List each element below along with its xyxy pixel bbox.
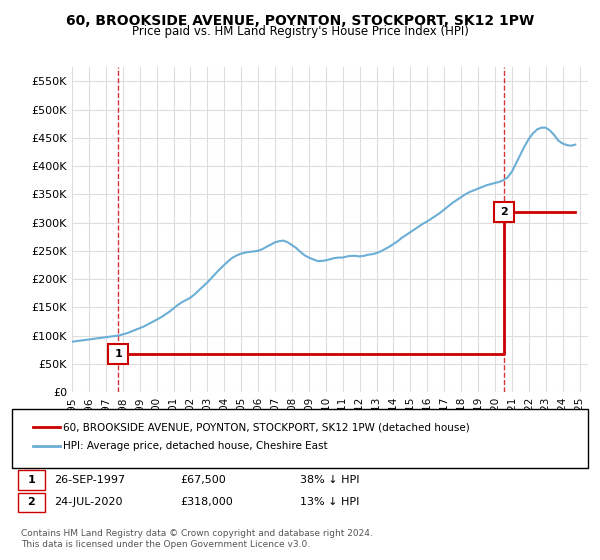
Text: 1: 1 xyxy=(28,475,35,485)
Text: 60, BROOKSIDE AVENUE, POYNTON, STOCKPORT, SK12 1PW: 60, BROOKSIDE AVENUE, POYNTON, STOCKPORT… xyxy=(66,14,534,28)
Text: Contains HM Land Registry data © Crown copyright and database right 2024.
This d: Contains HM Land Registry data © Crown c… xyxy=(21,529,373,549)
Text: 2: 2 xyxy=(28,497,35,507)
Text: Price paid vs. HM Land Registry's House Price Index (HPI): Price paid vs. HM Land Registry's House … xyxy=(131,25,469,38)
Text: 38% ↓ HPI: 38% ↓ HPI xyxy=(300,475,359,485)
Text: 24-JUL-2020: 24-JUL-2020 xyxy=(54,497,122,507)
Text: 1: 1 xyxy=(115,349,122,359)
Text: 60, BROOKSIDE AVENUE, POYNTON, STOCKPORT, SK12 1PW (detached house): 60, BROOKSIDE AVENUE, POYNTON, STOCKPORT… xyxy=(63,422,470,432)
Text: £67,500: £67,500 xyxy=(180,475,226,485)
Text: HPI: Average price, detached house, Cheshire East: HPI: Average price, detached house, Ches… xyxy=(63,441,328,451)
Text: 2: 2 xyxy=(500,207,508,217)
Text: 13% ↓ HPI: 13% ↓ HPI xyxy=(300,497,359,507)
Text: 26-SEP-1997: 26-SEP-1997 xyxy=(54,475,125,485)
Text: £318,000: £318,000 xyxy=(180,497,233,507)
